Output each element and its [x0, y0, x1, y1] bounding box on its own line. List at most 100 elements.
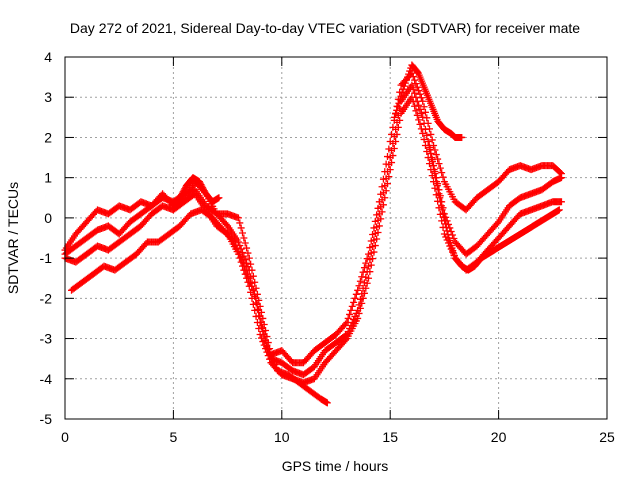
data-point — [390, 145, 398, 153]
data-point — [366, 268, 374, 276]
data-point — [197, 181, 205, 189]
data-point — [440, 213, 448, 221]
data-point — [429, 162, 437, 170]
data-point — [379, 201, 387, 209]
data-point — [443, 227, 451, 235]
y-tick-label: 0 — [44, 210, 52, 226]
data-point — [195, 178, 203, 186]
data-point — [180, 186, 188, 194]
data-point — [257, 318, 265, 326]
data-point — [441, 216, 449, 224]
x-tick-label: 20 — [491, 429, 507, 445]
data-point — [231, 241, 239, 249]
data-point — [358, 299, 366, 307]
data-point — [241, 239, 249, 247]
data-point — [413, 111, 421, 119]
data-point — [169, 206, 177, 214]
data-point — [420, 135, 428, 143]
data-point — [413, 83, 421, 91]
data-point — [341, 320, 349, 328]
data-point — [347, 306, 355, 314]
data-point — [383, 180, 391, 188]
data-point — [409, 85, 417, 93]
x-tick-label: 5 — [170, 429, 178, 445]
data-point — [177, 192, 185, 200]
data-point — [400, 82, 408, 90]
data-point — [222, 220, 230, 228]
data-point — [392, 110, 400, 118]
data-point — [393, 130, 401, 138]
data-point — [428, 158, 436, 166]
data-point — [240, 259, 248, 267]
data-point — [432, 174, 440, 182]
data-point — [323, 399, 331, 407]
data-point — [363, 279, 371, 287]
data-point — [417, 109, 425, 117]
data-point — [414, 68, 422, 76]
data-point — [416, 105, 424, 113]
data-point — [409, 98, 417, 106]
data-point — [215, 194, 223, 202]
data-point — [250, 290, 258, 298]
data-point — [438, 169, 446, 177]
data-point — [263, 343, 271, 351]
data-point — [428, 154, 436, 162]
data-point — [437, 198, 445, 206]
data-point — [230, 238, 238, 246]
data-point — [406, 67, 414, 75]
data-point — [371, 242, 379, 250]
data-point — [404, 73, 412, 81]
data-point — [351, 294, 359, 302]
data-point — [420, 103, 428, 111]
data-point — [393, 106, 401, 114]
data-point — [438, 206, 446, 214]
data-point — [265, 349, 273, 357]
data-point — [394, 123, 402, 131]
data-point — [199, 185, 207, 193]
data-point — [431, 170, 439, 178]
series-track-4 — [68, 206, 331, 407]
data-point — [427, 150, 435, 158]
data-point — [382, 187, 390, 195]
data-point — [365, 274, 373, 282]
data-point — [417, 125, 425, 133]
data-point — [421, 108, 429, 116]
y-tick-label: 3 — [44, 89, 52, 105]
data-point — [395, 99, 403, 107]
data-point — [355, 309, 363, 317]
data-point — [416, 90, 424, 98]
data-point — [555, 206, 563, 214]
data-point — [415, 101, 423, 109]
data-point — [433, 178, 441, 186]
x-tick-label: 25 — [599, 429, 615, 445]
data-point — [439, 173, 447, 181]
data-point — [408, 81, 416, 89]
data-point — [401, 79, 409, 87]
grid — [65, 57, 607, 419]
series-track-6 — [425, 141, 563, 274]
data-point — [396, 96, 404, 104]
data-point — [348, 302, 356, 310]
x-tick-label: 0 — [61, 429, 69, 445]
data-point — [354, 286, 362, 294]
x-tick-labels: 0 5 10 15 20 25 — [61, 429, 615, 445]
data-point — [170, 204, 178, 212]
data-point — [271, 361, 279, 369]
data-point — [430, 166, 438, 174]
data-point — [439, 209, 447, 217]
data-point — [360, 264, 368, 272]
data-point — [424, 137, 432, 145]
data-point — [415, 87, 423, 95]
data-point — [557, 174, 565, 182]
data-point — [252, 294, 260, 302]
data-point — [249, 286, 257, 294]
data-point — [398, 89, 406, 97]
data-point — [557, 198, 565, 206]
data-point — [394, 103, 402, 111]
data-point — [419, 113, 427, 121]
data-point — [412, 107, 420, 115]
data-point — [173, 198, 181, 206]
data-point — [359, 294, 367, 302]
data-point — [362, 284, 370, 292]
data-point — [346, 310, 354, 318]
